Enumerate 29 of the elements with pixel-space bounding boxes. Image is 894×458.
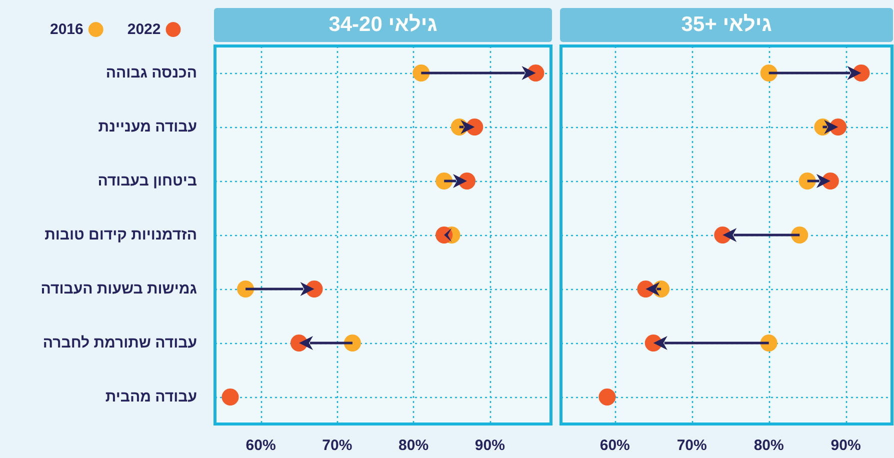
y-tick-label: הזדמנויות קידום טובות: [44, 226, 197, 244]
chart-title: גילאי +35: [560, 8, 893, 42]
point: [412, 64, 430, 82]
y-tick-label: הכנסה גבוהה: [106, 64, 197, 82]
y-tick-label: עבודה מהבית: [105, 388, 197, 406]
point: [760, 64, 778, 82]
point: [237, 280, 254, 298]
x-tick-label: 70%: [322, 437, 352, 454]
x-tick-label: 90%: [474, 437, 505, 454]
y-tick-label: גמישות בשעות העבודה: [40, 280, 197, 298]
x-tick-label: 90%: [830, 437, 861, 454]
x-tick-label: 80%: [398, 437, 429, 454]
point: [760, 334, 778, 352]
x-tick-label: 70%: [676, 437, 707, 454]
point: [798, 172, 816, 190]
y-tick-label: עבודה מעניינת: [98, 118, 197, 136]
y-tick-label: ביטחון בעבודה: [98, 172, 198, 190]
x-tick-label: 80%: [754, 437, 784, 454]
point: [222, 388, 239, 406]
point: [436, 172, 453, 190]
chart-title: גילאי 34-20: [214, 8, 552, 42]
point: [791, 226, 808, 244]
x-tick-label: 60%: [600, 437, 630, 454]
x-tick-label: 60%: [246, 437, 276, 454]
point: [598, 388, 616, 406]
legend-label: 2022: [127, 21, 161, 38]
point: [344, 334, 361, 352]
y-tick-label: עבודה שתורמת לחברה: [42, 334, 197, 352]
legend-label: 2016: [50, 21, 84, 38]
